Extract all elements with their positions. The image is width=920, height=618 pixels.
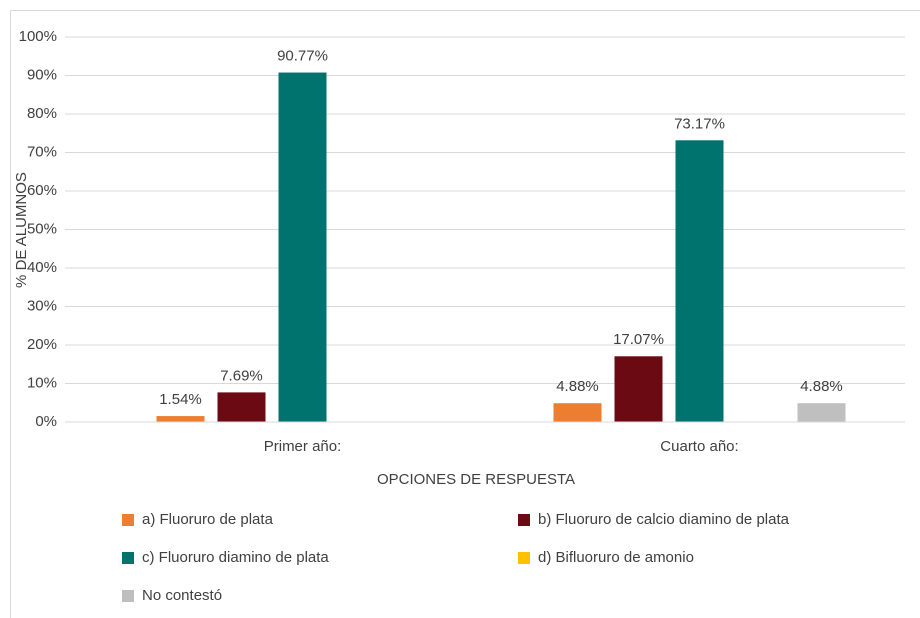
legend-swatch xyxy=(122,590,134,602)
y-axis-title: % DE ALUMNOS xyxy=(13,172,30,288)
legend-swatch xyxy=(518,552,530,564)
y-tick-label: 90% xyxy=(27,66,57,83)
chart-frame xyxy=(10,10,920,618)
y-tick-label: 0% xyxy=(35,413,57,430)
data-label: 7.69% xyxy=(220,367,263,384)
y-tick-label: 50% xyxy=(27,220,57,237)
bar xyxy=(553,403,602,422)
x-tick-label: Primer año: xyxy=(264,438,342,455)
x-axis-title: OPCIONES DE RESPUESTA xyxy=(377,471,575,488)
y-tick-label: 10% xyxy=(27,374,57,391)
y-tick-label: 40% xyxy=(27,259,57,276)
legend-swatch xyxy=(122,552,134,564)
y-tick-label: 70% xyxy=(27,143,57,160)
bar xyxy=(675,140,724,422)
y-tick-label: 80% xyxy=(27,105,57,122)
legend-swatch xyxy=(518,514,530,526)
bar xyxy=(156,416,205,422)
data-label: 90.77% xyxy=(277,48,328,65)
bar xyxy=(614,356,663,422)
legend-label: a) Fluoruro de plata xyxy=(142,511,274,528)
data-label: 17.07% xyxy=(613,331,664,348)
data-label: 4.88% xyxy=(800,378,843,395)
data-label: 1.54% xyxy=(159,391,202,408)
y-tick-label: 20% xyxy=(27,336,57,353)
y-tick-label: 30% xyxy=(27,297,57,314)
y-tick-label: 60% xyxy=(27,182,57,199)
legend-label: b) Fluoruro de calcio diamino de plata xyxy=(538,511,790,528)
y-tick-label: 100% xyxy=(19,28,57,45)
legend-label: c) Fluoruro diamino de plata xyxy=(142,549,329,566)
legend-label: No contestó xyxy=(142,587,222,604)
x-tick-label: Cuarto año: xyxy=(660,438,738,455)
bar xyxy=(278,72,327,423)
legend-swatch xyxy=(122,514,134,526)
data-label: 4.88% xyxy=(556,378,599,395)
legend-label: d) Bifluoruro de amonio xyxy=(538,549,694,566)
bar xyxy=(217,392,266,422)
data-label: 73.17% xyxy=(674,115,725,132)
bar xyxy=(797,403,846,422)
